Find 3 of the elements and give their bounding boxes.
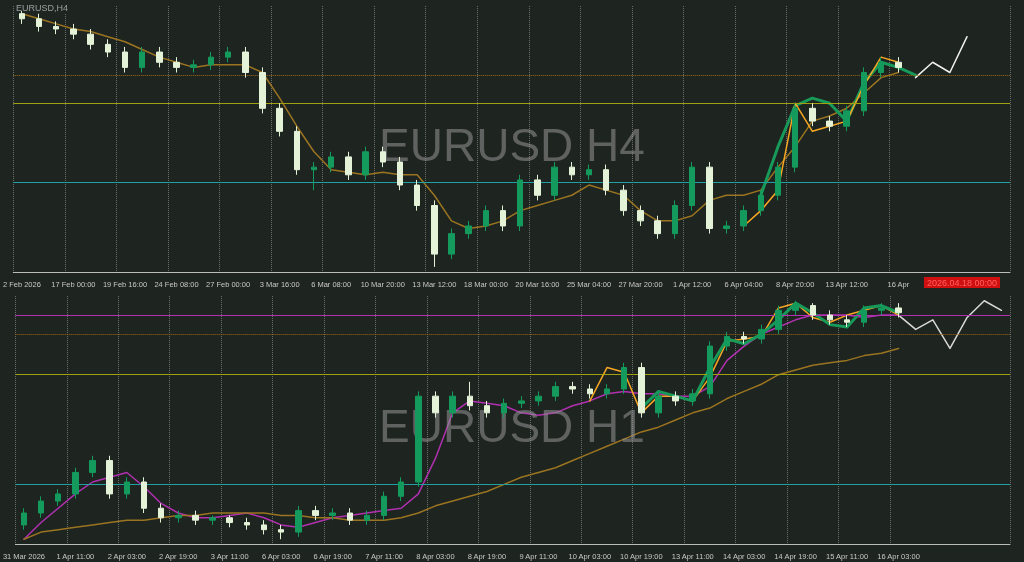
chart-subtitle: EURUSD,H4 (16, 2, 69, 13)
text: EURUSD H4 (379, 119, 645, 171)
text: 2026.04.18 00:00 (926, 277, 998, 288)
